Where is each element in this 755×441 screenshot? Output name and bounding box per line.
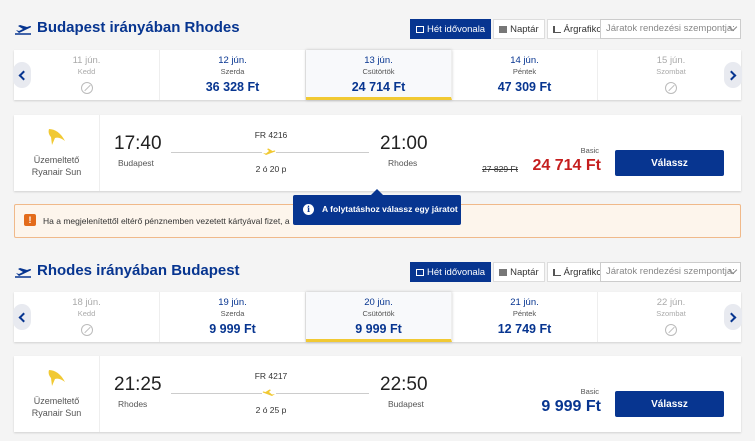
view-switcher: Hét idővonala Naptár Árgrafikon xyxy=(410,19,615,39)
list-icon xyxy=(416,25,424,33)
sort-select[interactable]: Járatok rendezési szempontja: xyxy=(600,262,741,282)
outbound-title: Budapest irányában Rhodes xyxy=(37,19,240,36)
flight-price: 9 999 Ft xyxy=(541,398,601,415)
flight-duration: 2 ó 20 p xyxy=(255,164,287,174)
plane-icon xyxy=(262,388,276,398)
ryanair-logo-icon xyxy=(48,370,65,386)
chevron-left-icon xyxy=(18,312,29,322)
inbound-title: Rhodes irányában Budapest xyxy=(37,262,240,279)
outbound-header: Budapest irányában Rhodes Hét idővonala … xyxy=(0,15,755,45)
calendar-icon xyxy=(499,25,508,33)
next-dates-button[interactable] xyxy=(724,62,742,88)
week-view-button[interactable]: Hét idővonala xyxy=(410,262,492,282)
sort-select[interactable]: Járatok rendezési szempontja: xyxy=(600,19,741,39)
list-icon xyxy=(416,268,424,276)
prev-dates-button[interactable] xyxy=(13,304,31,330)
fare-label: Basic xyxy=(580,387,599,396)
prev-dates-button[interactable] xyxy=(13,62,31,88)
week-view-button[interactable]: Hét idővonala xyxy=(410,19,492,39)
date-cell[interactable]: 21 jún. Péntek 12 749 Ft xyxy=(452,292,598,342)
calendar-view-button[interactable]: Naptár xyxy=(493,262,545,282)
departure-city: Budapest xyxy=(118,158,154,168)
warning-icon: ! xyxy=(24,214,36,226)
select-flight-tooltip: i A folytatáshoz válassz egy járatot xyxy=(293,189,461,225)
arrival-time: 22:50 xyxy=(380,374,428,395)
date-cell[interactable]: 14 jún. Péntek 47 309 Ft xyxy=(452,50,598,100)
date-cell: 11 jún. Kedd xyxy=(14,50,160,100)
inbound-date-strip: 18 jún. Kedd 19 jún. Szerda 9 999 Ft 20 … xyxy=(13,292,744,342)
outbound-date-strip: 11 jún. Kedd 12 jún. Szerda 36 328 Ft 13… xyxy=(13,50,744,100)
flight-price: 24 714 Ft xyxy=(532,157,601,174)
route-line xyxy=(171,388,369,398)
departure-city: Rhodes xyxy=(118,399,148,409)
info-icon: i xyxy=(303,204,314,215)
calendar-view-button[interactable]: Naptár xyxy=(493,19,545,39)
plane-takeoff-icon xyxy=(15,25,32,35)
operator: Üzemeltető Ryanair Sun xyxy=(14,356,100,432)
no-flight-icon xyxy=(665,324,677,336)
date-cell-selected[interactable]: 13 jún. Csütörtök 24 714 Ft xyxy=(306,50,452,100)
old-price: 27 829 Ft xyxy=(482,164,518,174)
departure-time: 21:25 xyxy=(114,374,162,395)
plane-takeoff-icon xyxy=(15,268,32,278)
bar-chart-icon xyxy=(552,268,561,276)
fare-label: Basic xyxy=(580,146,599,155)
view-switcher: Hét idővonala Naptár Árgrafikon xyxy=(410,262,615,282)
next-dates-button[interactable] xyxy=(724,304,742,330)
no-flight-icon xyxy=(80,82,93,94)
chevron-right-icon xyxy=(726,312,737,322)
tooltip-text: A folytatáshoz válassz egy járatot xyxy=(322,204,458,214)
date-cell: 15 jún. Szombat xyxy=(598,50,744,100)
flight-duration: 2 ó 25 p xyxy=(255,405,287,415)
date-cell[interactable]: 12 jún. Szerda 36 328 Ft xyxy=(160,50,306,100)
select-flight-button[interactable]: Válassz xyxy=(615,391,724,417)
operator: Üzemeltető Ryanair Sun xyxy=(14,115,100,191)
arrival-city: Rhodes xyxy=(388,158,418,168)
calendar-icon xyxy=(499,268,508,276)
route-line xyxy=(171,147,369,157)
arrival-city: Budapest xyxy=(388,399,424,409)
plane-icon xyxy=(262,147,276,157)
departure-time: 17:40 xyxy=(114,133,162,154)
select-flight-button[interactable]: Válassz xyxy=(615,150,724,176)
date-cell[interactable]: 19 jún. Szerda 9 999 Ft xyxy=(160,292,306,342)
no-flight-icon xyxy=(665,82,677,94)
date-cell: 22 jún. Szombat xyxy=(598,292,744,342)
inbound-header: Rhodes irányában Budapest Hét idővonala … xyxy=(0,258,755,288)
bar-chart-icon xyxy=(552,25,561,33)
chevron-left-icon xyxy=(18,70,29,80)
chevron-right-icon xyxy=(726,70,737,80)
inbound-flight-card: Üzemeltető Ryanair Sun 21:25 Rhodes FR 4… xyxy=(14,356,741,432)
price-chart-view-button[interactable]: Árgrafikon xyxy=(546,262,613,282)
ryanair-logo-icon xyxy=(48,129,65,145)
alert-text: Ha a megjelenítettől eltérő pénznemben v… xyxy=(43,216,290,226)
no-flight-icon xyxy=(80,324,93,336)
flight-number: FR 4216 xyxy=(254,130,288,140)
arrival-time: 21:00 xyxy=(380,133,428,154)
flight-number: FR 4217 xyxy=(254,371,288,381)
outbound-flight-card: Üzemeltető Ryanair Sun 17:40 Budapest FR… xyxy=(14,115,741,191)
date-cell: 18 jún. Kedd xyxy=(14,292,160,342)
date-cell-selected[interactable]: 20 jún. Csütörtök 9 999 Ft xyxy=(306,292,452,342)
